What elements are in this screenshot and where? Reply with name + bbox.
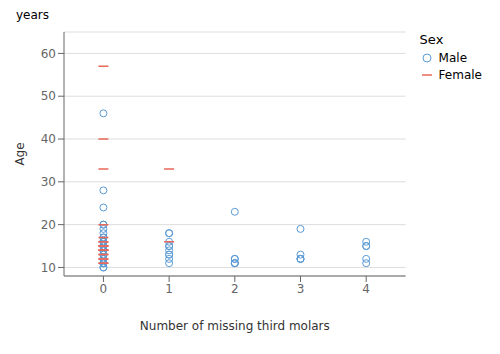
svg-text:10: 10 (41, 261, 56, 275)
svg-text:2: 2 (231, 282, 239, 296)
html-text:years: years (16, 8, 49, 22)
html-text:Female: Female (438, 68, 482, 82)
svg-text:3: 3 (297, 282, 305, 296)
html-text:Sex: Sex (419, 32, 444, 47)
svg-text:Number of missing third molars: Number of missing third molars (140, 319, 330, 333)
svg-text:Age: Age (13, 142, 27, 165)
svg-text:50: 50 (41, 89, 56, 103)
svg-text:1: 1 (165, 282, 173, 296)
svg-text:20: 20 (41, 218, 56, 232)
svg-text:4: 4 (362, 282, 370, 296)
html-text:Male: Male (438, 51, 467, 65)
svg-text:0: 0 (100, 282, 108, 296)
svg-text:30: 30 (41, 175, 56, 189)
svg-text:60: 60 (41, 47, 56, 61)
svg-text:40: 40 (41, 132, 56, 146)
